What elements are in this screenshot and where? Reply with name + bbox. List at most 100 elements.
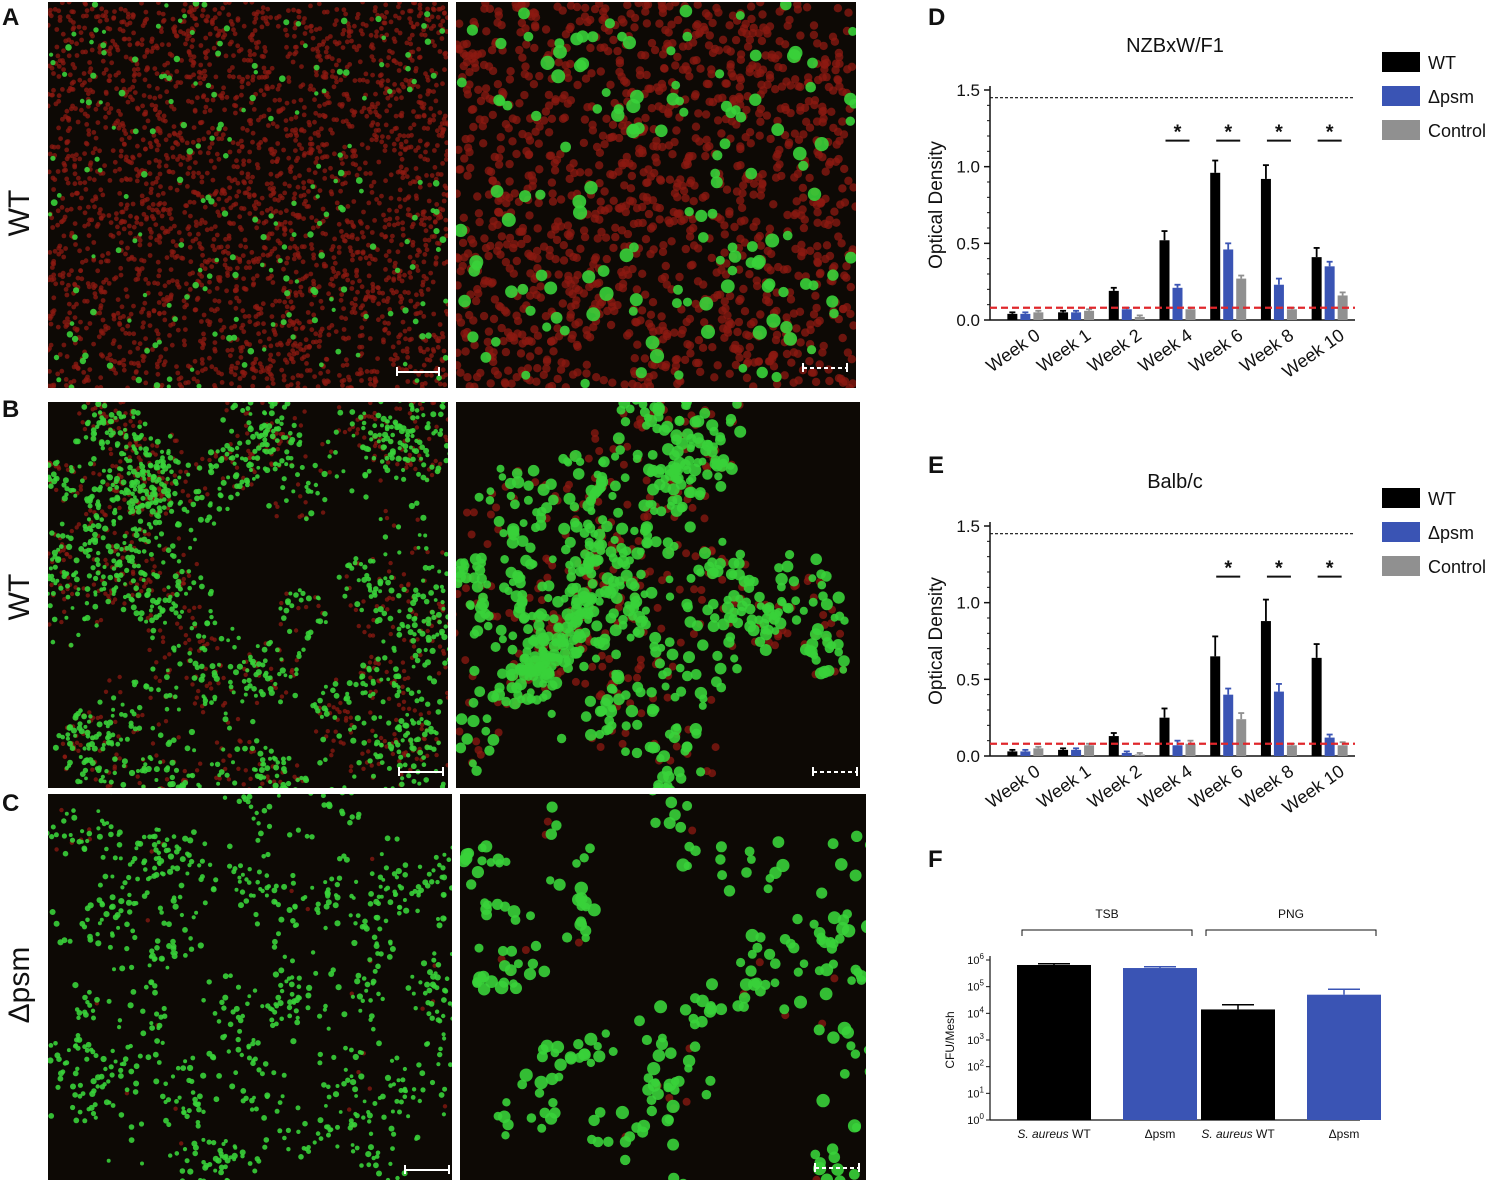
chart-d-bar-2-3 [1185,309,1196,320]
chart-d-bar-0-0 [1007,313,1018,320]
chart-d-xtick-2: Week 2 [1084,325,1145,376]
chart-f-ytick-label-6: 106 [967,952,984,967]
chart-f-ytick-label-1: 101 [967,1085,984,1100]
chart-d-ytick-label-3: 1.5 [956,81,980,100]
scale-bar-c2 [814,1163,860,1172]
chart-d-bar-2-0 [1033,312,1044,320]
panel-letter-c: C [2,790,20,817]
chart-d-bar-1-6 [1324,266,1335,320]
micrograph-c-high-mag [460,794,866,1180]
chart-e-bar-1-1 [1071,749,1082,756]
chart-d-legend-label-2: Control [1428,121,1486,141]
chart-e-bar-2-2 [1134,754,1145,756]
chart-d-legend-label-0: WT [1428,53,1456,73]
chart-d-sig-star-4: * [1224,122,1232,144]
chart-e-xtick-0: Week 0 [982,761,1043,812]
chart-d-bar-0-5 [1260,178,1271,320]
chart-f-ytick-label-3: 103 [967,1032,984,1047]
chart-d-xtick-3: Week 4 [1135,325,1196,376]
chart-d-ytick-label-1: 0.5 [956,234,980,253]
micrograph-a-low-mag [48,2,448,388]
chart-e-bar-0-2 [1108,736,1119,756]
chart-d-legend-swatch-2 [1382,120,1420,140]
chart-e-ytick-label-3: 1.5 [956,517,980,536]
chart-e-bar-2-0 [1033,748,1044,756]
chart-e-bar-2-4 [1236,719,1247,756]
chart-e-bar-1-4 [1223,694,1234,756]
chart-e-xtick-3: Week 4 [1135,761,1196,812]
chart-d-bar-1-1 [1071,312,1082,320]
panel-letter-d: D [928,4,946,31]
micrograph-b-low-mag [48,402,448,788]
chart-e-xtick-1: Week 1 [1033,761,1094,812]
chart-e-legend-swatch-1 [1382,522,1420,542]
panel-letter-f: F [928,846,943,873]
chart-f-group-bracket-1 [1205,929,1377,936]
chart-d-xtick-4: Week 6 [1185,325,1246,376]
row-label-c: Δpsm [3,946,36,1024]
chart-d-sig-star-3: * [1174,122,1182,144]
chart-e-bar-1-6 [1324,737,1335,756]
chart-d-bar-2-5 [1286,309,1297,320]
chart-d-bar-1-2 [1121,309,1132,320]
chart-d-bar-0-2 [1108,290,1119,320]
chart-e-ytick-label-1: 0.5 [956,670,980,689]
chart-d-ytick-label-0: 0.0 [956,311,980,330]
chart-d-bar-0-4 [1210,172,1221,320]
chart-e-bar-2-3 [1185,743,1196,756]
chart-f-ytick-label-0: 100 [967,1112,984,1127]
chart-d-bar-1-4 [1223,249,1234,320]
chart-e-legend-label-1: Δpsm [1428,523,1474,543]
chart-d-nzbxw-od: NZBxW/F1 Optical Density 0.0 0.5 1.0 1.5 Week … [926,35,1486,382]
chart-d-legend-swatch-1 [1382,86,1420,106]
chart-d-bar-2-4 [1236,278,1247,320]
scale-bar-c1 [404,1165,450,1174]
chart-e-bar-1-2 [1121,752,1132,756]
chart-e-sig-star-6: * [1326,558,1334,580]
chart-f-ytick-label-5: 105 [967,979,984,994]
scale-bar-b1 [398,767,444,776]
chart-d-bar-1-0 [1020,313,1031,320]
chart-d-bar-2-1 [1084,310,1095,320]
chart-e-bar-2-1 [1084,745,1095,756]
chart-e-xtick-4: Week 6 [1185,761,1246,812]
chart-e-ylabel: Optical Density [926,577,947,705]
micrograph-c-low-mag [48,794,452,1180]
chart-e-bar-0-1 [1058,749,1069,756]
chart-d-bar-1-3 [1172,287,1183,320]
chart-d-bar-2-2 [1134,316,1145,320]
chart-e-bar-1-0 [1020,751,1031,756]
chart-f-ytick-label-2: 102 [967,1059,984,1074]
micrograph-b-high-mag [456,402,860,788]
chart-e-xtick-2: Week 2 [1084,761,1145,812]
chart-d-ylabel: Optical Density [926,141,947,269]
chart-d-legend-swatch-0 [1382,52,1420,72]
chart-f-group-label-1: PNG [1278,907,1304,921]
chart-e-bar-2-6 [1337,745,1348,756]
chart-e-legend-swatch-2 [1382,556,1420,576]
chart-d-bar-1-5 [1273,284,1284,320]
chart-e-bar-2-5 [1286,745,1297,756]
micrograph-a-high-mag [456,2,856,388]
chart-f-bar-3 [1307,994,1381,1120]
chart-d-legend-label-1: Δpsm [1428,87,1474,107]
chart-e-bar-0-4 [1210,656,1221,756]
chart-f-group-bracket-0 [1021,929,1193,936]
chart-e-sig-star-4: * [1224,558,1232,580]
chart-f-bar-1 [1123,968,1197,1120]
panel-letter-a: A [2,4,20,31]
row-label-a: WT [3,189,36,237]
chart-f-xtick-0: S. aureus WT [1017,1127,1091,1141]
chart-f-bar-0 [1017,964,1091,1120]
chart-e-bar-0-5 [1260,621,1271,756]
chart-d-xtick-1: Week 1 [1033,325,1094,376]
panel-letter-e: E [928,452,945,479]
chart-e-bar-1-5 [1273,691,1284,756]
chart-d-ytick-label-2: 1.0 [956,158,980,177]
chart-f-bar-2 [1201,1009,1275,1120]
chart-d-bar-0-6 [1311,257,1322,320]
scale-bar-a2 [802,363,848,372]
chart-f-ytick-label-4: 104 [967,1005,984,1020]
chart-f-xtick-3: Δpsm [1329,1127,1360,1141]
